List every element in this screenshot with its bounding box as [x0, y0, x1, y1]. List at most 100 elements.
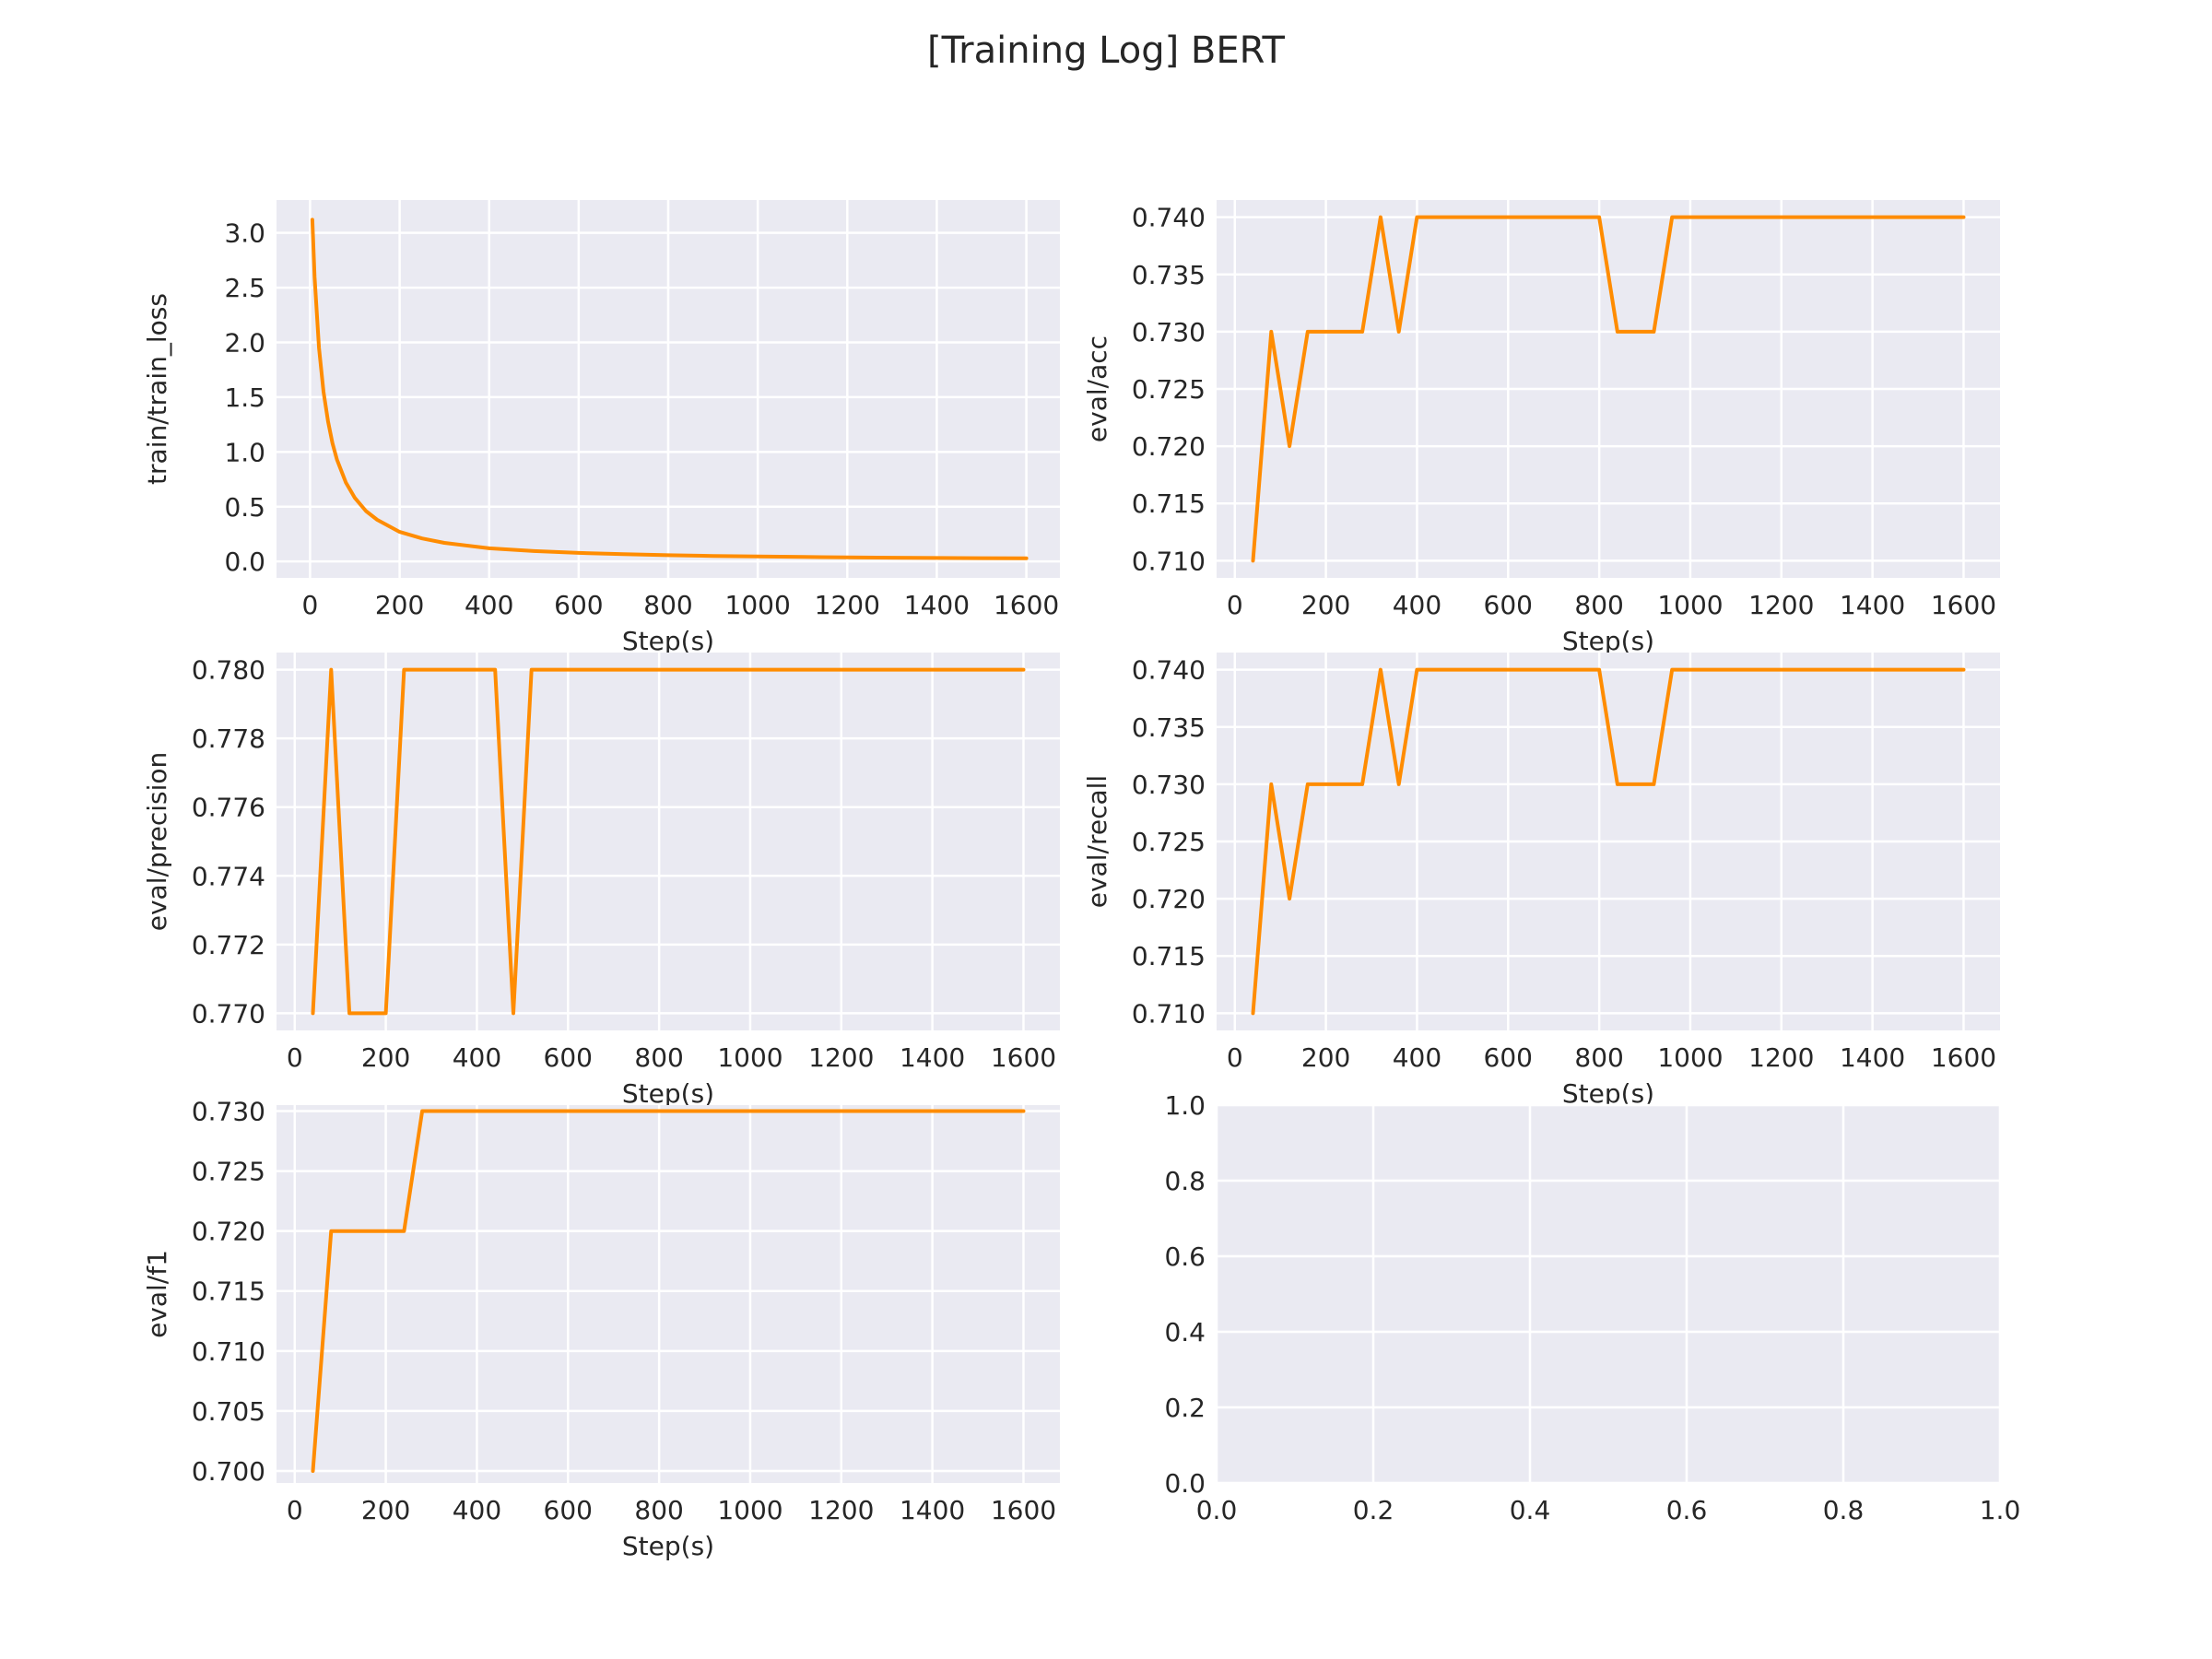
subplot-eval-acc: 0 200 400 600 800 1000 1200 1400 1600 0.710 0.715 0…	[1082, 200, 2000, 656]
x-tick-label: 1000	[717, 1495, 782, 1525]
y-tick-label: 0.740	[1132, 655, 1206, 686]
x-tick-label: 400	[1393, 1042, 1441, 1073]
x-tick-label: 400	[453, 1042, 501, 1073]
x-tick-label: 1000	[1657, 1042, 1723, 1073]
x-tick-label: 1000	[1657, 590, 1723, 620]
x-tick-label: 200	[375, 590, 424, 620]
plot-area	[276, 653, 1060, 1030]
x-tick-label: 200	[361, 1495, 410, 1525]
y-tick-label: 0.776	[192, 793, 265, 823]
figure-title: [Training Log] BERT	[927, 29, 1286, 72]
x-tick-label: 1000	[717, 1042, 782, 1073]
series-line-eval-recall	[1251, 667, 1966, 1016]
x-tick-label: 1400	[1840, 1042, 1905, 1073]
x-tick-label: 1600	[1931, 590, 1996, 620]
y-tick-label: 0.725	[1132, 827, 1206, 857]
x-tick-label: 1600	[1931, 1042, 1996, 1073]
y-tick-label: 0.778	[192, 724, 265, 754]
y-tick-label: 2.0	[224, 327, 265, 358]
x-tick-label: 0	[287, 1042, 303, 1073]
x-axis-label: Step(s)	[622, 626, 714, 656]
x-tick-label: 600	[1484, 590, 1533, 620]
subplot-eval-recall: 0 200 400 600 800 1000 1200 1400 1600 0.710 0.715 0…	[1082, 653, 2000, 1109]
y-tick-label: 0.0	[224, 547, 265, 577]
y-tick-label: 0.710	[192, 1336, 265, 1367]
y-axis-label: train/train_loss	[142, 293, 172, 485]
y-tick-label: 0.774	[192, 861, 265, 891]
x-axis-label: Step(s)	[1562, 1078, 1654, 1109]
x-axis-label: Step(s)	[622, 1531, 714, 1561]
x-tick-label: 1200	[1748, 590, 1814, 620]
y-tick-label: 1.0	[1164, 1090, 1206, 1121]
y-tick-label: 0.770	[192, 998, 265, 1029]
y-tick-label: 0.5	[224, 492, 265, 523]
x-tick-label: 0.6	[1666, 1495, 1708, 1525]
y-axis-label: eval/precision	[142, 752, 172, 931]
x-tick-label: 1600	[991, 1042, 1056, 1073]
x-tick-label: 200	[1301, 1042, 1350, 1073]
x-tick-label: 1400	[1840, 590, 1905, 620]
x-tick-label: 1000	[725, 590, 791, 620]
x-axis-label: Step(s)	[1562, 626, 1654, 656]
x-tick-label: 800	[1574, 590, 1623, 620]
x-tick-label: 1400	[900, 1495, 965, 1525]
x-tick-label: 1400	[900, 1042, 965, 1073]
y-tick-label: 0.710	[1132, 998, 1206, 1029]
x-tick-label: 200	[1301, 590, 1350, 620]
subplot-grid: 0 200 400 600 800 1000 1200 1400 1600 0.0 0.5 1.0 1.…	[142, 200, 2020, 1561]
y-tick-label: 3.0	[224, 218, 265, 249]
subplot-train-loss: 0 200 400 600 800 1000 1200 1400 1600 0.0 0.5 1.0 1.…	[142, 200, 1060, 656]
y-axis-label: eval/f1	[142, 1250, 172, 1338]
subplot-eval-precision: 0 200 400 600 800 1000 1200 1400 1600 0.770 0.772 0…	[142, 653, 1060, 1109]
x-tick-label: 1400	[904, 590, 970, 620]
y-tick-label: 0.725	[1132, 374, 1206, 405]
x-tick-label: 0.4	[1510, 1495, 1551, 1525]
y-tick-label: 0.715	[1132, 488, 1206, 519]
y-axis-label: eval/recall	[1082, 775, 1112, 908]
subplot-empty-axes: 0.0 0.2 0.4 0.6 0.8 1.0 0.0 0.2 0.4 0.6 0.8 1.0	[1164, 1090, 2020, 1525]
x-axis-label: Step(s)	[622, 1078, 714, 1109]
y-tick-label: 0.715	[1132, 941, 1206, 971]
x-tick-label: 600	[544, 1495, 593, 1525]
x-tick-label: 0	[287, 1495, 303, 1525]
subplot-eval-f1: 0 200 400 600 800 1000 1200 1400 1600 0.700 0.705 0…	[142, 1097, 1060, 1561]
series-line-eval-acc	[1251, 215, 1966, 563]
x-tick-label: 1600	[991, 1495, 1056, 1525]
y-tick-label: 0.772	[192, 930, 265, 960]
y-tick-label: 0.740	[1132, 203, 1206, 233]
x-tick-label: 400	[465, 590, 513, 620]
x-tick-label: 1200	[1748, 1042, 1814, 1073]
y-tick-label: 0.730	[192, 1097, 265, 1127]
x-tick-label: 1200	[808, 1042, 874, 1073]
x-tick-label: 800	[634, 1042, 683, 1073]
y-tick-label: 0.0	[1164, 1468, 1206, 1499]
plot-area	[276, 1105, 1060, 1483]
x-tick-label: 1200	[808, 1495, 874, 1525]
y-tick-label: 2.5	[224, 273, 265, 303]
y-tick-label: 0.720	[1132, 431, 1206, 462]
y-tick-label: 0.735	[1132, 712, 1206, 743]
x-tick-label: 0.2	[1353, 1495, 1394, 1525]
x-tick-label: 800	[634, 1495, 683, 1525]
y-tick-label: 0.720	[192, 1217, 265, 1247]
y-axis-label: eval/acc	[1082, 335, 1112, 442]
x-tick-label: 1200	[815, 590, 880, 620]
y-tick-label: 0.705	[192, 1396, 265, 1427]
x-tick-label: 0.8	[1823, 1495, 1865, 1525]
x-tick-label: 600	[554, 590, 603, 620]
y-tick-label: 0.8	[1164, 1166, 1206, 1196]
y-tick-label: 0.715	[192, 1277, 265, 1307]
y-tick-label: 0.780	[192, 655, 265, 686]
y-tick-label: 0.710	[1132, 546, 1206, 576]
y-tick-label: 1.0	[224, 437, 265, 467]
y-tick-label: 0.725	[192, 1157, 265, 1187]
series-line-eval-f1	[311, 1109, 1026, 1473]
x-tick-label: 600	[544, 1042, 593, 1073]
x-tick-label: 800	[1574, 1042, 1623, 1073]
x-tick-label: 0.0	[1196, 1495, 1238, 1525]
y-tick-label: 0.700	[192, 1456, 265, 1487]
y-tick-label: 0.735	[1132, 260, 1206, 290]
x-tick-label: 0	[1227, 590, 1243, 620]
y-tick-label: 0.730	[1132, 770, 1206, 800]
